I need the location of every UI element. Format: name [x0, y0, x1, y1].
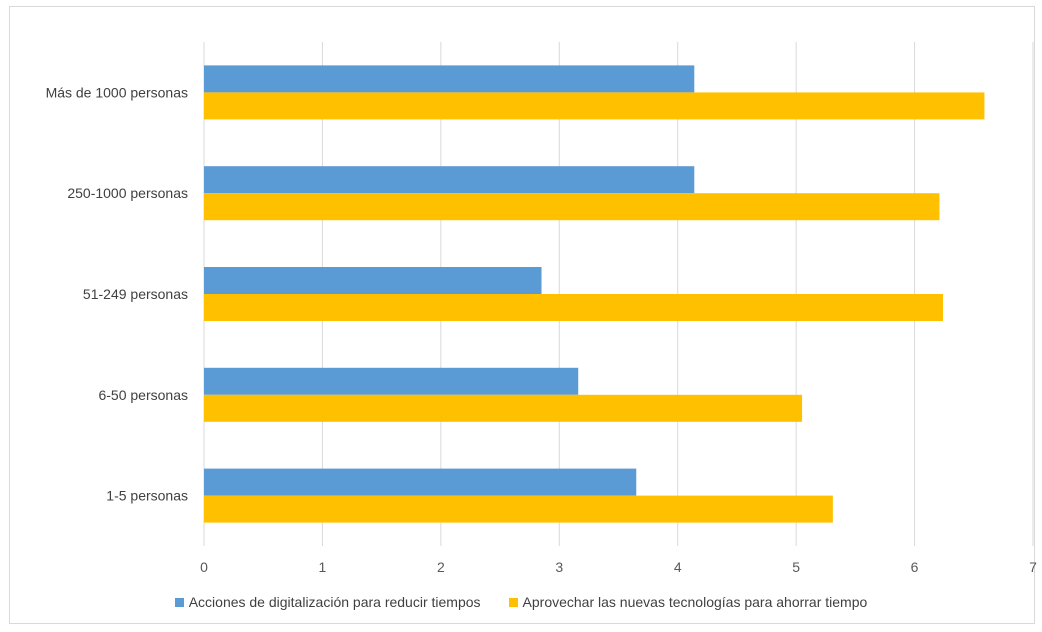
bar-series-1-cat-1 — [204, 166, 695, 194]
x-tick-label-5: 5 — [792, 559, 800, 575]
bars — [204, 65, 985, 523]
category-labels: Más de 1000 personas 250-1000 personas 51-… — [46, 84, 188, 503]
bar-series-2-cat-3 — [204, 394, 803, 422]
x-tick-label-7: 7 — [1029, 559, 1037, 575]
x-tick-label-3: 3 — [555, 559, 563, 575]
x-tick-label-2: 2 — [437, 559, 445, 575]
legend-item-series-1: Acciones de digitalización para reducir … — [174, 594, 481, 610]
bar-series-1-cat-0 — [204, 65, 695, 93]
x-axis-tick-labels: 0 1 2 3 4 5 6 7 — [200, 559, 1037, 575]
x-tick-label-4: 4 — [674, 559, 682, 575]
legend-item-series-2: Aprovechar las nuevas tecnologías para a… — [508, 594, 868, 610]
bar-series-2-cat-4 — [204, 495, 833, 523]
legend-label-series-2: Aprovechar las nuevas tecnologías para a… — [522, 594, 868, 610]
bar-series-2-cat-0 — [204, 92, 985, 120]
bar-series-2-cat-1 — [204, 193, 940, 221]
category-label-2: 51-249 personas — [83, 286, 188, 302]
category-label-0: Más de 1000 personas — [46, 84, 188, 100]
bar-series-1-cat-2 — [204, 267, 542, 294]
bar-series-2-cat-2 — [204, 294, 943, 321]
legend-swatch-series-2 — [508, 597, 518, 607]
category-label-3: 6-50 personas — [98, 387, 188, 403]
category-label-1: 250-1000 personas — [67, 185, 188, 201]
category-label-4: 1-5 personas — [106, 488, 188, 504]
x-tick-label-1: 1 — [319, 559, 327, 575]
bar-series-1-cat-4 — [204, 468, 637, 496]
bar-series-1-cat-3 — [204, 367, 579, 395]
x-tick-label-6: 6 — [911, 559, 919, 575]
legend: Acciones de digitalización para reducir … — [0, 594, 1042, 610]
legend-swatch-series-1 — [174, 597, 184, 607]
x-tick-label-0: 0 — [200, 559, 208, 575]
legend-label-series-1: Acciones de digitalización para reducir … — [188, 594, 481, 610]
